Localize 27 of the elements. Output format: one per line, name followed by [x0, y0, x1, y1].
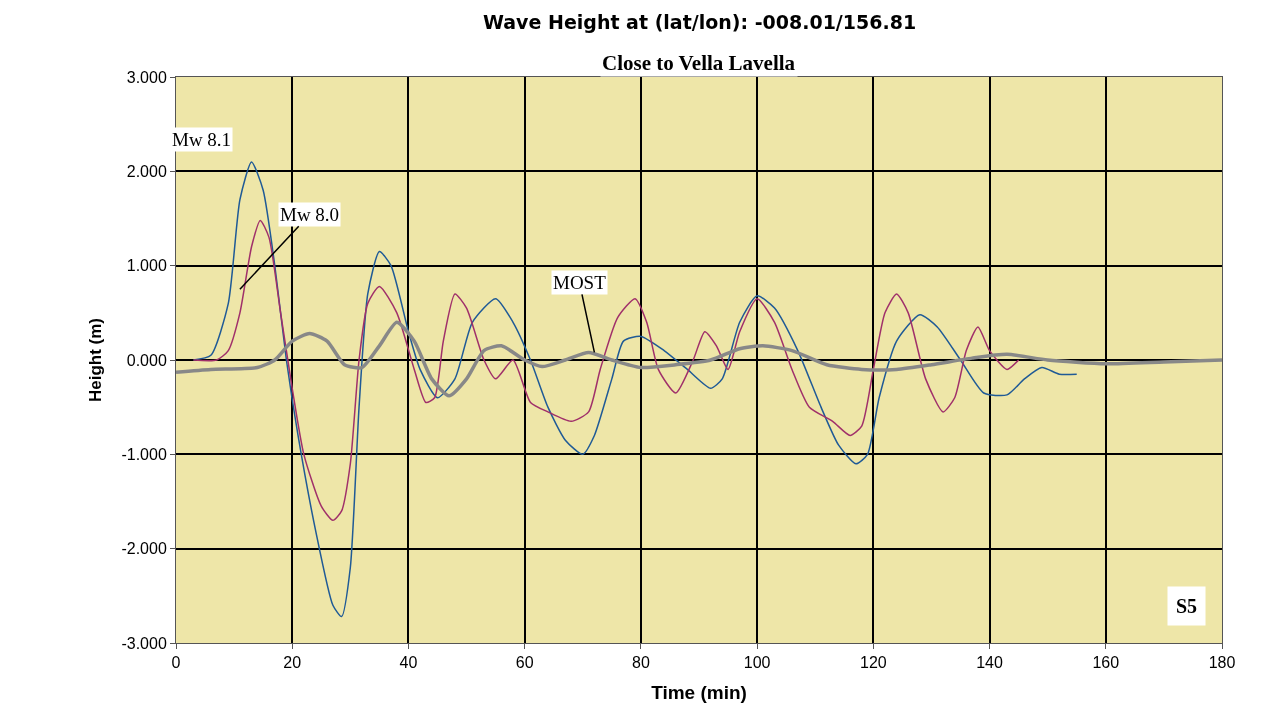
- line-series: [176, 320, 1222, 398]
- x-axis-title: Time (min): [651, 682, 747, 703]
- x-tick-label: 40: [399, 654, 418, 672]
- x-tick-label: 120: [859, 654, 887, 672]
- chart-subtitle: Close to Vella Lavella: [602, 51, 796, 75]
- x-tick-label: 0: [171, 654, 181, 672]
- y-tick-label: -3.000: [121, 634, 167, 652]
- x-tick-label: 140: [976, 654, 1004, 672]
- y-tick-label: 2.000: [126, 162, 167, 180]
- y-tick-label: -1.000: [121, 445, 167, 463]
- annotation: MOST: [553, 272, 607, 293]
- x-tick-label: 20: [283, 654, 302, 672]
- x-tick-label: 100: [743, 654, 771, 672]
- y-tick-label: 0.000: [126, 351, 167, 369]
- chart-title: Wave Height at (lat/lon): -008.01/156.81: [483, 11, 917, 33]
- annotation: Mw 8.0: [280, 204, 340, 225]
- x-tick-label: 180: [1208, 654, 1236, 672]
- line-series: [192, 219, 1020, 522]
- y-tick-label: 3.000: [126, 68, 167, 86]
- y-tick-label: -2.000: [121, 540, 167, 558]
- x-tick-label: 80: [631, 654, 650, 672]
- y-tick-label: 1.000: [126, 257, 167, 275]
- annotation: Mw 8.1: [172, 129, 232, 150]
- annotation: S5: [1176, 595, 1198, 617]
- y-axis-title: Height (m): [85, 317, 105, 403]
- x-tick-label: 160: [1092, 654, 1120, 672]
- x-tick-label: 60: [515, 654, 534, 672]
